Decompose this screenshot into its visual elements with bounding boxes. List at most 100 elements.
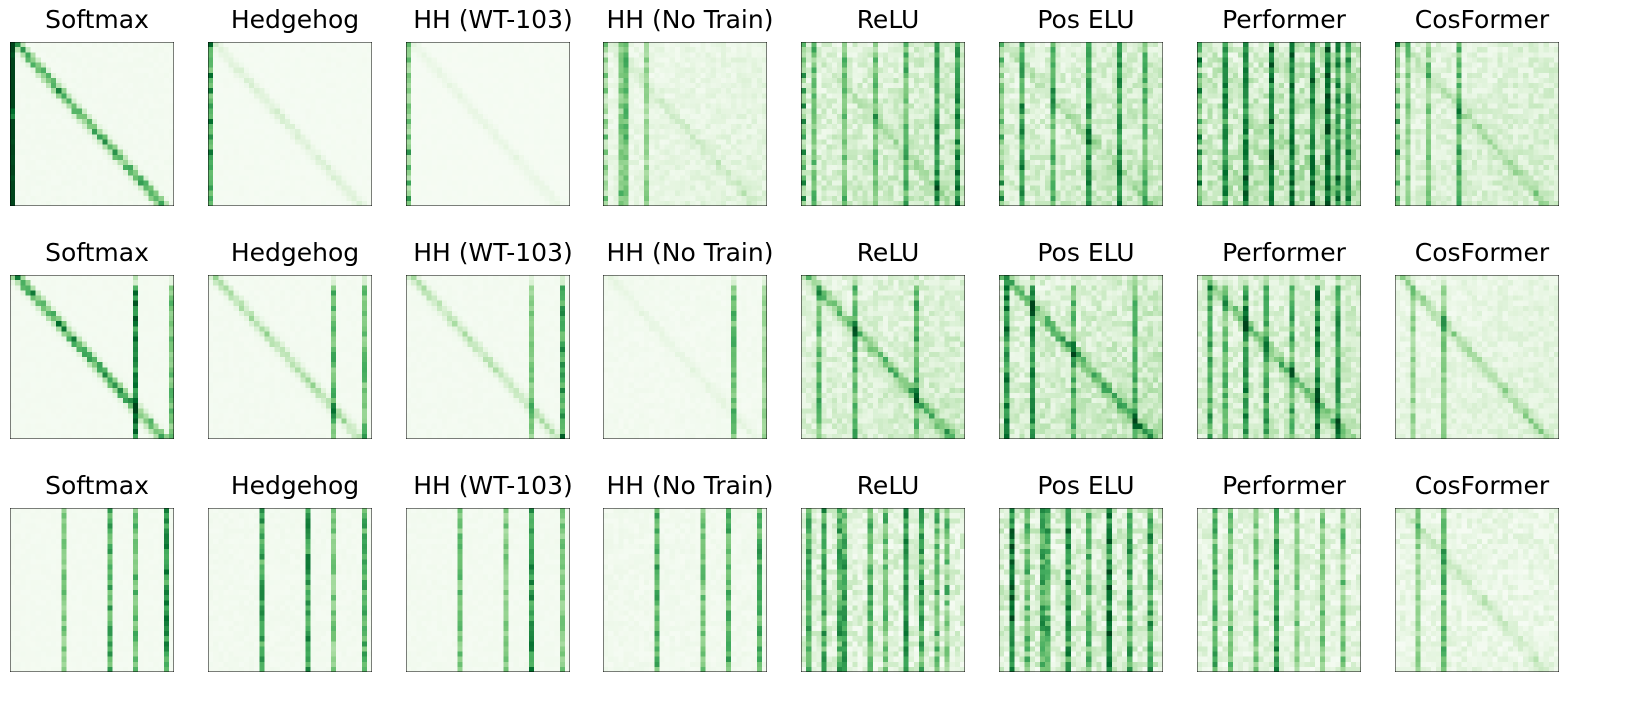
heatmap-cell <box>305 139 311 145</box>
heatmap-cell <box>238 113 244 119</box>
heatmap-cell <box>233 124 239 130</box>
heatmap-cell <box>669 42 675 48</box>
heatmap-cell <box>872 139 878 145</box>
heatmap-cell <box>918 57 925 63</box>
heatmap-cell <box>877 42 884 48</box>
heatmap-cell <box>223 62 229 68</box>
heatmap-cell <box>30 77 36 84</box>
heatmap-cell <box>10 72 16 78</box>
heatmap-cell <box>325 134 332 140</box>
heatmap-cell <box>726 83 732 89</box>
heatmap-cell <box>411 180 417 186</box>
heatmap-cell <box>539 170 545 176</box>
heatmap-cell <box>366 175 372 181</box>
heatmap-cell <box>92 72 98 78</box>
heatmap-cell <box>284 144 291 150</box>
heatmap-cell <box>300 93 306 99</box>
heatmap-cell <box>715 149 721 155</box>
heatmap-cell <box>15 124 21 130</box>
heatmap-cell <box>836 52 843 58</box>
heatmap-cell <box>143 93 149 99</box>
heatmap-cell <box>756 175 762 181</box>
heatmap-cell <box>836 180 843 186</box>
heatmap-cell <box>300 83 306 89</box>
heatmap-cell <box>421 62 427 68</box>
heatmap-cell <box>623 149 629 155</box>
heatmap-cell <box>138 67 144 73</box>
heatmap-cell <box>218 190 224 196</box>
heatmap-cell <box>934 62 940 68</box>
heatmap-cell <box>503 175 509 181</box>
heatmap-cell <box>259 159 265 166</box>
heatmap-cell <box>15 185 21 191</box>
heatmap-cell <box>158 42 164 48</box>
heatmap-cell <box>751 118 757 125</box>
heatmap-cell <box>924 108 930 114</box>
heatmap-cell <box>148 154 154 160</box>
heatmap-cell <box>61 47 67 53</box>
heatmap-cell <box>431 154 437 160</box>
heatmap-cell <box>35 113 41 119</box>
heatmap-cell <box>279 190 285 196</box>
heatmap-cell <box>269 47 275 53</box>
heatmap-cell <box>746 103 752 109</box>
heatmap-cell <box>539 118 545 125</box>
heatmap-cell <box>462 113 468 119</box>
heatmap-cell <box>356 103 362 109</box>
heatmap-cell <box>529 93 535 99</box>
heatmap-cell <box>366 129 372 135</box>
heatmap-cell <box>208 83 214 89</box>
heatmap-cell <box>56 129 62 135</box>
heatmap-cell <box>633 180 639 186</box>
heatmap-cell <box>564 170 570 176</box>
heatmap-cell <box>320 113 326 119</box>
heatmap-cell <box>816 149 822 155</box>
heatmap-cell <box>924 93 930 99</box>
heatmap-cell <box>45 72 52 78</box>
heatmap-cell <box>710 175 716 181</box>
heatmap-cell <box>218 42 224 48</box>
heatmap-cell <box>40 57 46 63</box>
heatmap-cell <box>122 113 128 119</box>
heatmap-cell <box>498 98 504 104</box>
heatmap-cell <box>406 170 412 176</box>
heatmap-cell <box>467 134 473 140</box>
heatmap-cell <box>436 165 442 171</box>
heatmap-cell <box>112 200 118 206</box>
heatmap-cell <box>608 83 614 89</box>
heatmap-cell <box>45 165 52 171</box>
heatmap-cell <box>336 83 342 89</box>
heatmap-cell <box>893 103 899 109</box>
heatmap-cell <box>300 190 306 196</box>
heatmap-cell <box>416 200 422 206</box>
heatmap-cell <box>613 180 619 186</box>
heatmap-cell <box>564 42 570 48</box>
heatmap-cell <box>122 195 128 201</box>
heatmap-cell <box>97 52 103 58</box>
heatmap-cell <box>269 185 275 191</box>
heatmap-cell <box>35 129 41 135</box>
heatmap-cell <box>406 154 412 160</box>
heatmap-cell <box>122 108 128 114</box>
heatmap-cell <box>213 103 219 109</box>
heatmap-cell <box>623 52 629 58</box>
heatmap-cell <box>746 165 752 171</box>
heatmap-cell <box>336 195 342 201</box>
heatmap-cell <box>751 108 757 114</box>
heatmap-cell <box>679 185 686 191</box>
heatmap-cell <box>86 134 93 140</box>
heatmap-cell <box>498 180 504 186</box>
heatmap-cell <box>168 52 174 58</box>
heatmap-cell <box>488 165 494 171</box>
heatmap-cell <box>918 139 925 145</box>
heatmap-cell <box>284 149 291 155</box>
heatmap-cell <box>208 195 214 201</box>
heatmap-cell <box>513 185 519 191</box>
heatmap-cell <box>623 180 629 186</box>
heatmap-cell <box>51 52 57 58</box>
heatmap-cell <box>117 77 123 84</box>
heatmap-cell <box>416 175 422 181</box>
heatmap-cell <box>426 165 432 171</box>
heatmap-cell <box>695 118 701 125</box>
heatmap-cell <box>821 62 827 68</box>
